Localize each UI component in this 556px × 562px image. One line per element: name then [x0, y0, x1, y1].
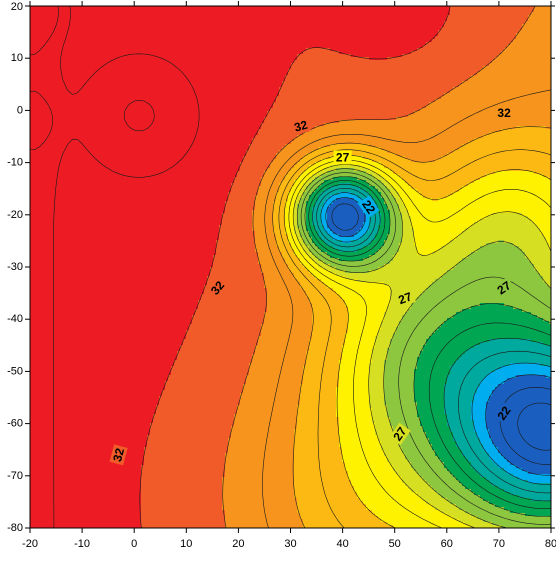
x-tick-label: -10 [74, 538, 90, 550]
x-tick-label: 30 [284, 538, 296, 550]
y-tick-label: -10 [7, 157, 23, 169]
y-tick-label: 0 [17, 104, 23, 116]
x-tick-label: 60 [441, 538, 453, 550]
y-tick-label: -20 [7, 209, 23, 221]
filled-contour-field [30, 6, 553, 529]
contour-label-group: 32 [495, 106, 513, 120]
y-tick-label: -50 [7, 365, 23, 377]
y-tick-label: -70 [7, 470, 23, 482]
y-tick-label: 20 [11, 1, 23, 13]
contour-label: 27 [336, 150, 350, 164]
x-tick-label: 0 [131, 538, 137, 550]
contour-label: 32 [497, 106, 511, 120]
y-tick-label: -30 [7, 261, 23, 273]
contour-label-group: 27 [334, 150, 352, 164]
x-tick-label: 20 [232, 538, 244, 550]
y-tick-label: -40 [7, 313, 23, 325]
x-tick-label: -20 [22, 538, 38, 550]
x-tick-label: 10 [180, 538, 192, 550]
x-tick-label: 40 [336, 538, 348, 550]
x-tick-label: 80 [545, 538, 556, 550]
y-tick-label: -60 [7, 418, 23, 430]
y-tick-label: 10 [11, 52, 23, 64]
x-tick-label: 50 [389, 538, 401, 550]
x-tick-label: 70 [493, 538, 505, 550]
y-tick-label: -80 [7, 522, 23, 534]
